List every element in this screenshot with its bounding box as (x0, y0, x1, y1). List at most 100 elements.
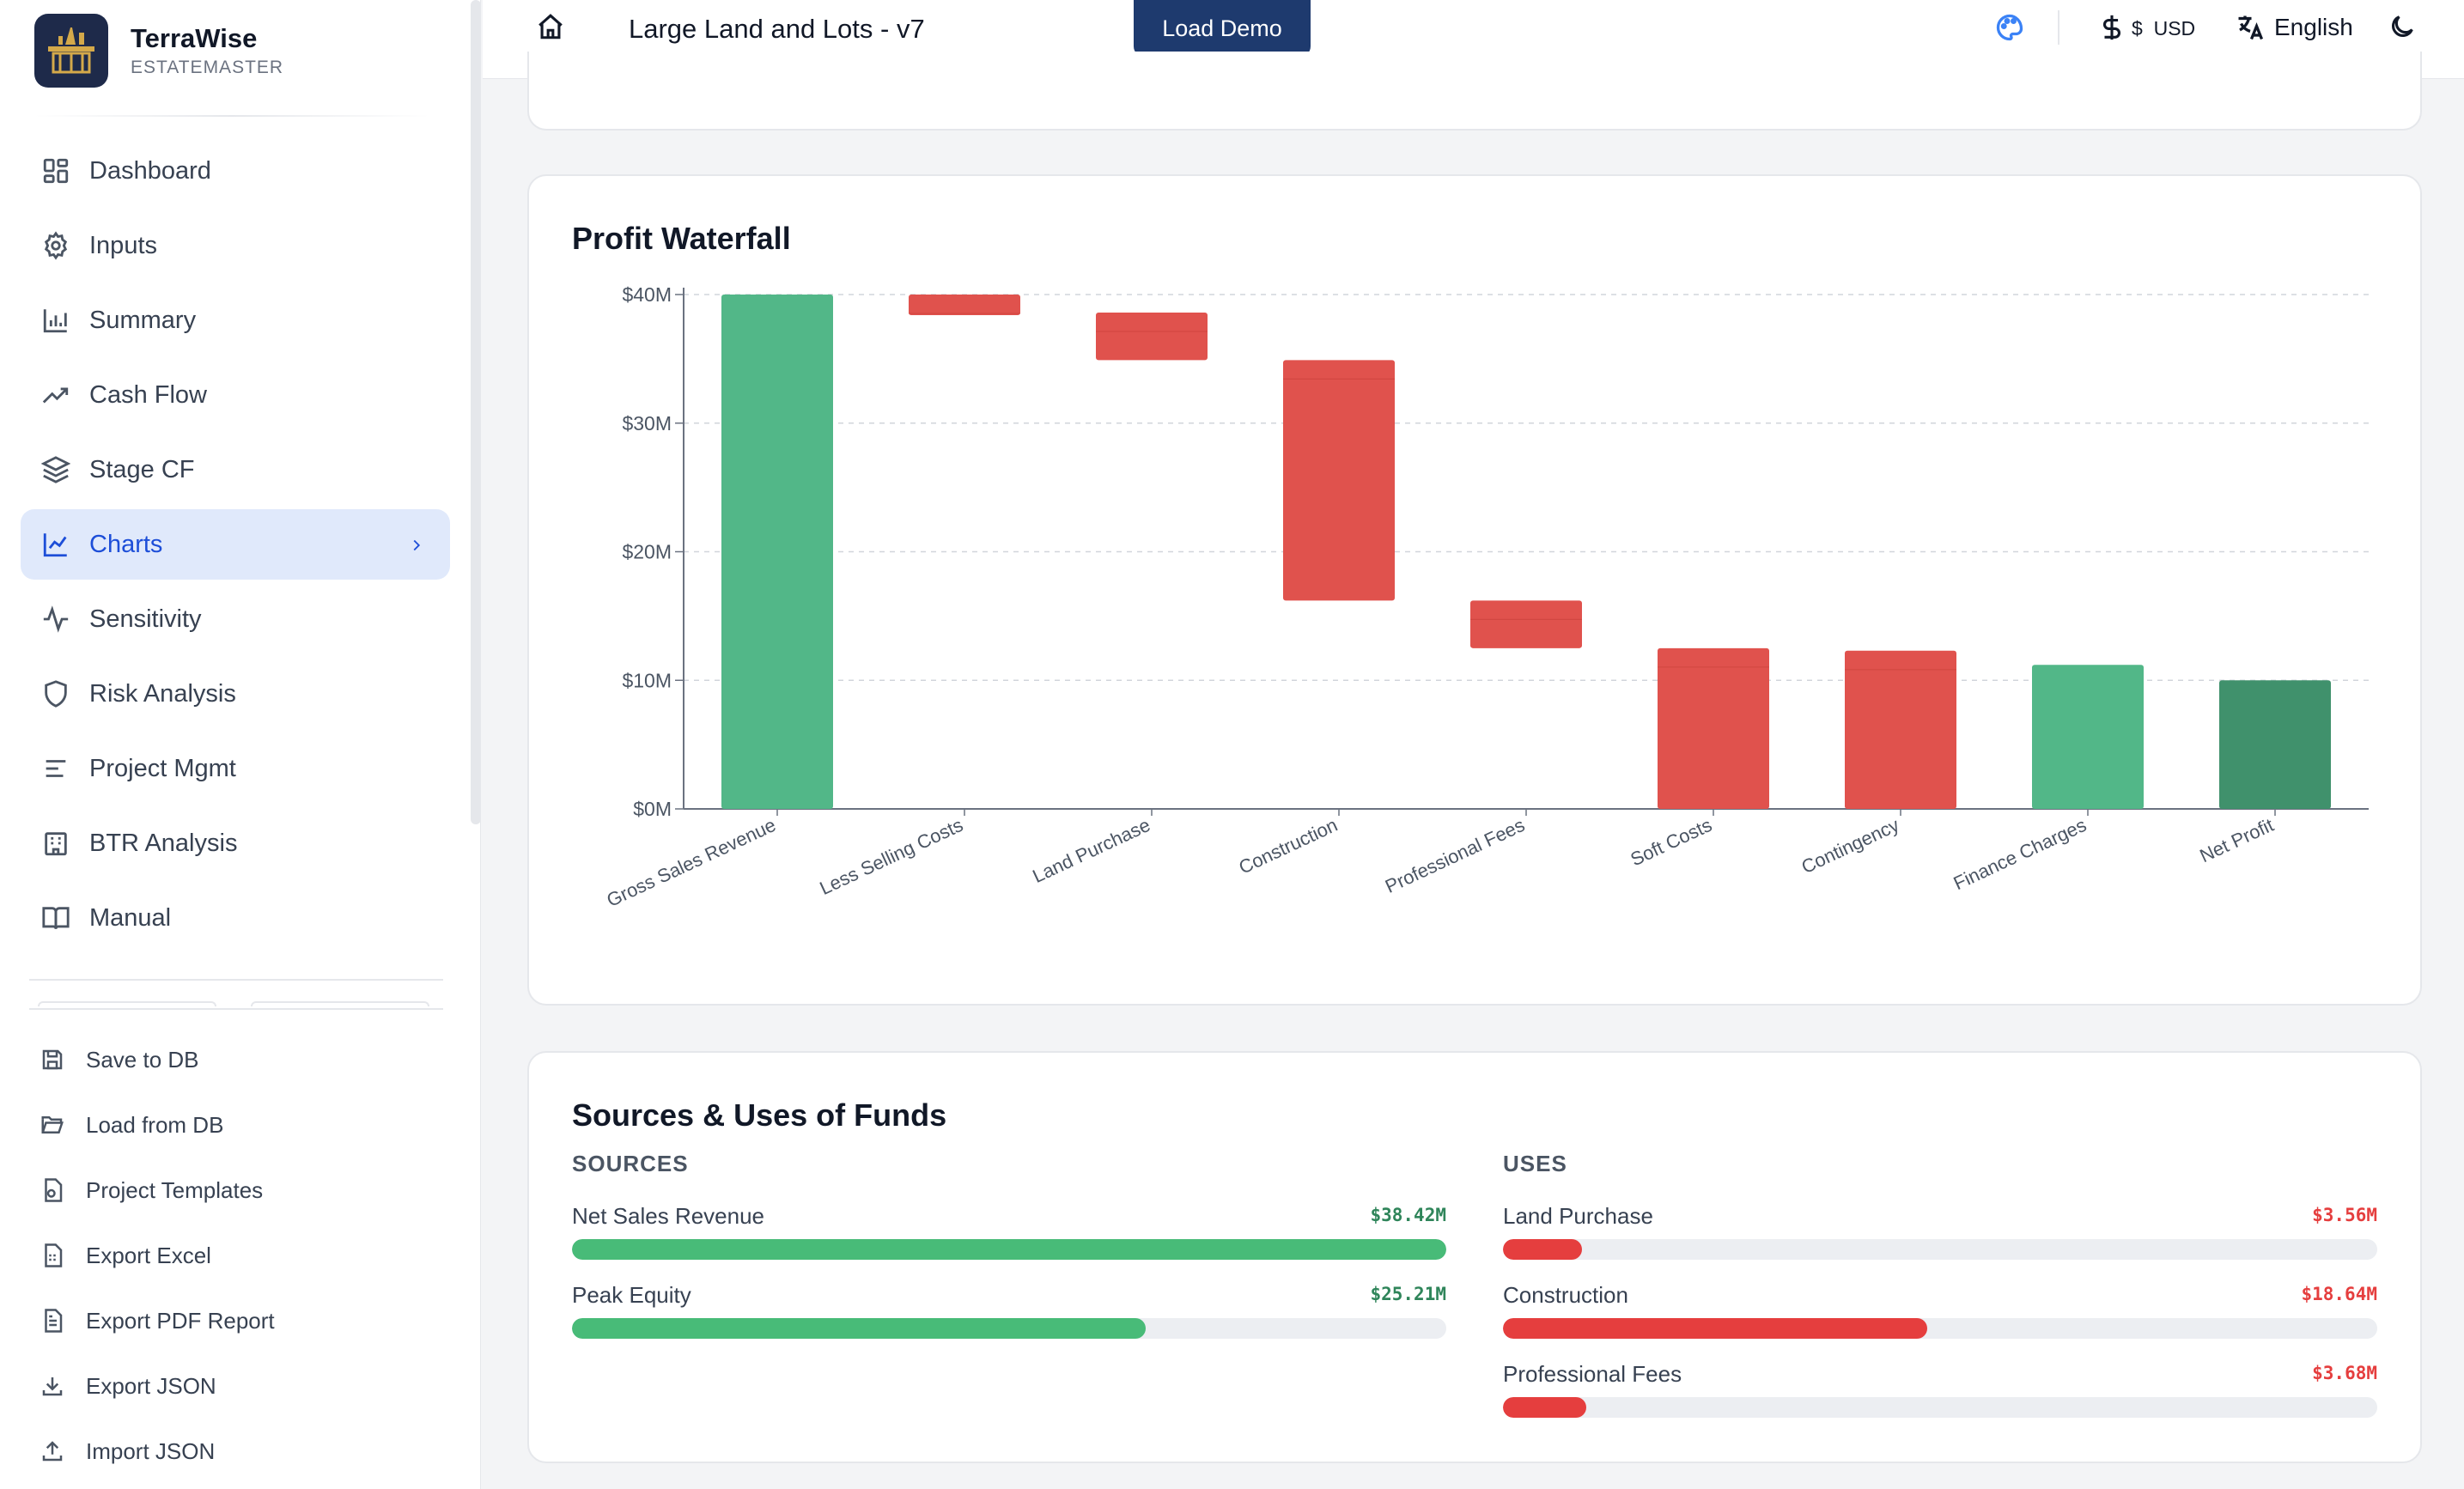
fund-label: Construction (1503, 1282, 1628, 1308)
x-tick-label: Finance Charges (1950, 814, 2090, 894)
nav-item-cash-flow[interactable]: Cash Flow (21, 360, 450, 430)
theme-palette-button[interactable] (1994, 12, 2025, 47)
dark-mode-toggle[interactable] (2388, 12, 2417, 46)
y-tick-label: $40M (622, 283, 672, 306)
action-label: Export JSON (86, 1372, 216, 1399)
hidden-tab[interactable] (251, 1001, 429, 1006)
nav-item-label: Stage CF (89, 455, 195, 483)
upload-icon (42, 1441, 63, 1462)
fund-value: $18.64M (2301, 1284, 2377, 1304)
nav-item-risk-analysis[interactable]: Risk Analysis (21, 659, 450, 729)
fund-value: $3.56M (2312, 1205, 2377, 1225)
x-tick-label: Construction (1236, 814, 1342, 878)
fund-value: $25.21M (1370, 1284, 1446, 1304)
main-nav: Dashboard Inputs Summary Cash Flow Stage… (21, 136, 450, 957)
brand[interactable]: TerraWise ESTATEMASTER (34, 14, 283, 88)
fund-row: Net Sales Revenue $38.42M (572, 1203, 1446, 1282)
nav-item-summary[interactable]: Summary (21, 285, 450, 356)
action-label: Export PDF Report (86, 1307, 275, 1334)
book-icon (42, 907, 70, 930)
nav-item-stage-cf[interactable]: Stage CF (21, 435, 450, 505)
layers-icon (41, 456, 70, 483)
currency-code: USD (2153, 17, 2196, 40)
hidden-tab[interactable] (38, 1001, 216, 1006)
load-from-db-button[interactable]: Load from DB (26, 1092, 455, 1158)
export-json-button[interactable]: Export JSON (26, 1353, 455, 1419)
sidebar-scrollbar[interactable] (471, 0, 481, 824)
currency-selector[interactable]: $ USD (2132, 17, 2195, 40)
uses-list: Land Purchase $3.56M Construction $18.64M Pr… (1503, 1203, 2377, 1440)
x-tick-label: Gross Sales Revenue (604, 814, 780, 911)
download-icon (42, 1377, 63, 1396)
fund-progress-track (572, 1318, 1446, 1339)
waterfall-title: Profit Waterfall (572, 221, 791, 256)
language-selector[interactable]: English (2274, 14, 2353, 40)
nav-item-charts[interactable]: Charts (21, 509, 450, 580)
save-to-db-button[interactable]: Save to DB (26, 1027, 455, 1092)
sources-heading: SOURCES (572, 1151, 689, 1176)
load-demo-button[interactable]: Load Demo (1134, 0, 1311, 57)
fund-progress-fill (1503, 1318, 1927, 1339)
pulse-icon (43, 605, 69, 633)
previous-chart-card (527, 52, 2422, 131)
line-chart-icon (43, 533, 67, 557)
y-tick-label: $0M (633, 798, 672, 820)
import-json-button[interactable]: Import JSON (26, 1419, 455, 1484)
sources-list: Net Sales Revenue $38.42M Peak Equity $25.2… (572, 1203, 1446, 1361)
waterfall-bar (1845, 650, 1956, 809)
nav-item-label: Dashboard (89, 156, 211, 185)
fund-label: Land Purchase (1503, 1203, 1653, 1229)
sidebar-divider (29, 979, 443, 981)
fund-progress-fill (572, 1318, 1146, 1339)
save-icon (42, 1049, 63, 1070)
nav-item-manual[interactable]: Manual (21, 883, 450, 953)
fund-value: $38.42M (1370, 1205, 1446, 1225)
list-icon (46, 760, 66, 777)
fund-row: Professional Fees $3.68M (1503, 1361, 2377, 1440)
currency-icon (2097, 12, 2126, 47)
fund-value: $3.68M (2312, 1363, 2377, 1383)
fund-label: Net Sales Revenue (572, 1203, 765, 1229)
brand-name: TerraWise (131, 23, 258, 53)
dollar-icon (2103, 15, 2120, 40)
project-templates-button[interactable]: Project Templates (26, 1158, 455, 1223)
action-label: Save to DB (86, 1046, 199, 1073)
export-excel-button[interactable]: Export Excel (26, 1223, 455, 1288)
nav-item-inputs[interactable]: Inputs (21, 210, 450, 281)
fund-label: Peak Equity (572, 1282, 691, 1308)
nav-item-label: Manual (89, 903, 172, 932)
waterfall-bar (1096, 312, 1208, 361)
x-tick-label: Contingency (1798, 814, 1902, 878)
fund-label: Professional Fees (1503, 1361, 1682, 1387)
action-label: Load from DB (86, 1111, 224, 1138)
nav-item-label: Cash Flow (89, 380, 207, 409)
nav-item-sensitivity[interactable]: Sensitivity (21, 584, 450, 654)
profit-waterfall-card: Profit Waterfall $0M $10M $20M $30M $40M Gros… (527, 174, 2422, 1006)
x-tick-label: Less Selling Costs (817, 814, 967, 899)
trend-up-icon (42, 387, 69, 404)
fund-progress-track (1503, 1239, 2377, 1260)
building-icon (45, 832, 67, 856)
x-tick-label: Net Profit (2196, 814, 2277, 866)
fund-progress-fill (572, 1239, 1446, 1260)
template-icon (45, 1178, 63, 1202)
fund-progress-fill (1503, 1397, 1586, 1418)
home-button[interactable] (536, 12, 574, 46)
fund-row: Land Purchase $3.56M (1503, 1203, 2377, 1282)
gear-icon (44, 231, 68, 260)
nav-item-label: Inputs (89, 231, 157, 259)
y-tick-label: $30M (622, 412, 672, 435)
waterfall-bar (2219, 680, 2331, 809)
nav-item-dashboard[interactable]: Dashboard (21, 136, 450, 206)
waterfall-bar (1283, 360, 1395, 601)
fund-row: Construction $18.64M (1503, 1282, 2377, 1361)
fund-progress-track (572, 1239, 1446, 1260)
sidebar: TerraWise ESTATEMASTER Dashboard Inputs … (0, 0, 481, 1489)
nav-item-btr-analysis[interactable]: BTR Analysis (21, 808, 450, 878)
nav-item-label: Summary (89, 306, 197, 334)
brand-subtitle: ESTATEMASTER (131, 58, 284, 77)
waterfall-bar (2032, 665, 2144, 809)
export-pdf-button[interactable]: Export PDF Report (26, 1288, 455, 1353)
fund-row: Peak Equity $25.21M (572, 1282, 1446, 1361)
nav-item-project-mgmt[interactable]: Project Mgmt (21, 733, 450, 804)
